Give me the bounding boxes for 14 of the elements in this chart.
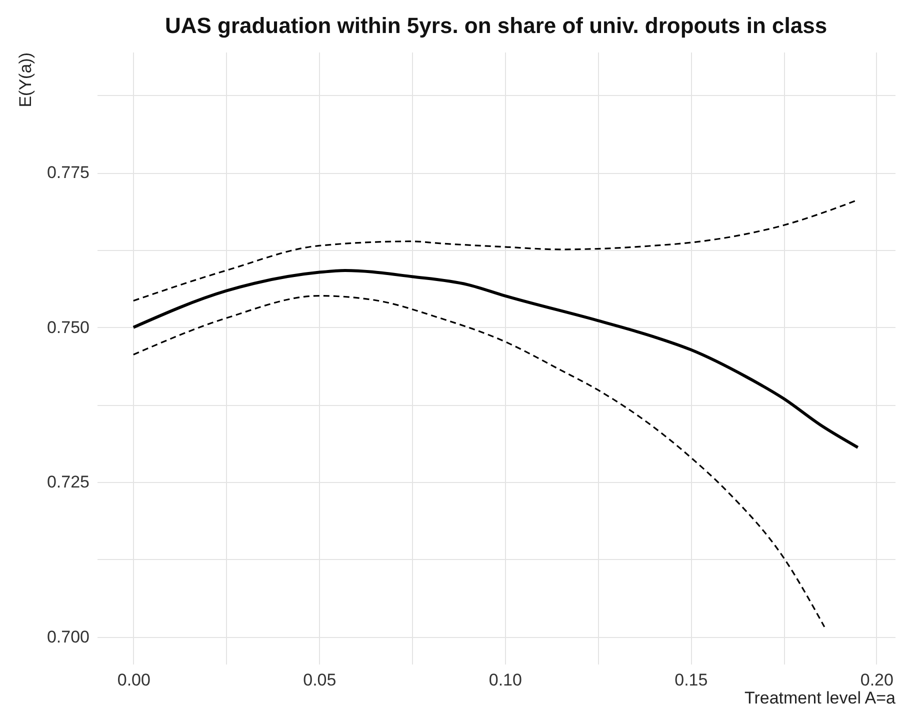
y-tick-label: 0.750 [46,318,90,337]
x-tick-label: 0.05 [303,670,336,690]
x-tick-label: 0.10 [488,670,522,690]
x-axis-title: Treatment level A=a [744,688,896,708]
y-tick-label: 0.700 [46,627,90,646]
line-series [132,295,826,628]
line-series [132,268,860,449]
x-tick-label: 0.15 [674,670,708,690]
chart-title: UAS graduation within 5yrs. on share of univ. dropouts in class [164,13,828,38]
y-tick-label: 0.775 [46,163,90,182]
x-tick-label: 0.20 [860,670,894,690]
y-axis-title: E(Y(a)) [16,52,35,108]
x-tick-label: 0.00 [117,670,150,690]
y-tick-label: 0.725 [46,472,90,492]
